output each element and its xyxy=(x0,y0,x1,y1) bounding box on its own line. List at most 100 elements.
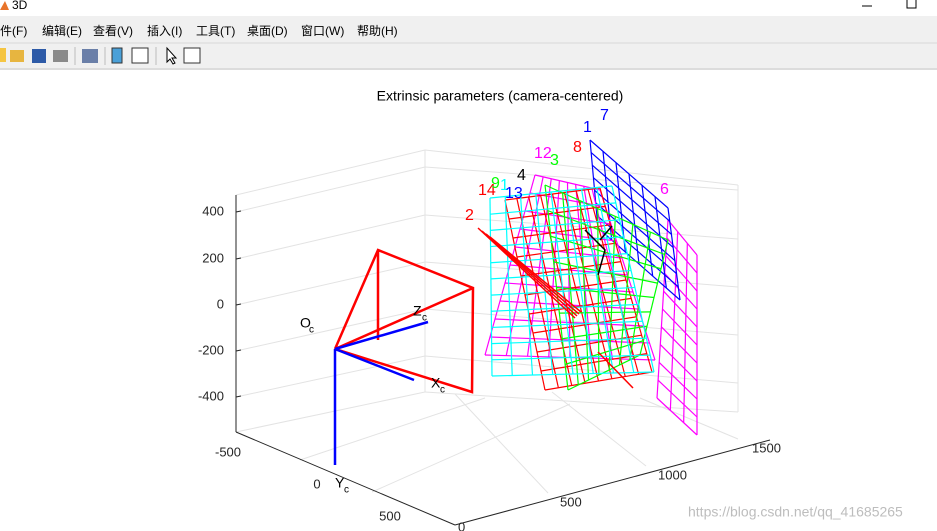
menu-item[interactable]: 查看(V) xyxy=(93,24,133,38)
calibration-grid-line xyxy=(565,190,594,374)
calibration-grid-line xyxy=(590,152,671,222)
title-bar xyxy=(0,0,937,16)
z-tick-label: 400 xyxy=(202,203,224,218)
calibration-grid-line xyxy=(491,286,635,296)
calibration-grid-line xyxy=(490,202,616,215)
calibration-grid-line xyxy=(491,337,647,345)
calibration-grid-line xyxy=(580,188,615,374)
calibration-grid-line xyxy=(532,316,637,334)
calibration-grid-line xyxy=(544,184,669,241)
box-line xyxy=(235,391,426,433)
legend-button[interactable] xyxy=(131,47,149,64)
box-line xyxy=(235,431,456,526)
calibration-grid-line xyxy=(654,196,667,289)
calibration-grid-edge xyxy=(489,236,582,313)
z-tick-label: 0 xyxy=(217,296,224,311)
app-icon xyxy=(0,1,9,10)
camera-label-subscript: c xyxy=(344,485,349,496)
calibration-grid-line xyxy=(567,354,641,391)
box-line xyxy=(371,403,571,493)
camera-label: O xyxy=(300,315,311,331)
box-line xyxy=(454,439,771,526)
save-button[interactable] xyxy=(32,49,46,63)
menu-item[interactable]: 文件(F) xyxy=(0,23,27,38)
y-tick-label: 0 xyxy=(458,519,465,531)
box-line xyxy=(235,166,426,213)
calibration-grid-line xyxy=(562,325,648,340)
box-line xyxy=(235,355,426,398)
menu-item[interactable]: 窗口(W) xyxy=(301,24,344,38)
calibration-grid-line xyxy=(611,185,655,373)
camera-axis xyxy=(334,347,415,382)
box-line xyxy=(424,166,739,191)
camera-label-subscript: c xyxy=(309,325,314,336)
watermark: https://blog.csdn.net/qq_41685265 xyxy=(688,504,903,520)
new-button[interactable] xyxy=(0,48,6,62)
calibration-grid-line xyxy=(489,185,613,199)
calibration-grid-line xyxy=(489,197,493,377)
calibration-grid-line xyxy=(589,139,669,209)
calibration-grid-line xyxy=(550,191,574,375)
calibration-grid-line xyxy=(596,187,635,373)
calibration-grid-line xyxy=(591,164,672,235)
box-line xyxy=(424,391,739,413)
box-line xyxy=(235,149,426,196)
box-line xyxy=(235,349,242,352)
calibration-grid-line xyxy=(667,219,698,256)
plane-label: 9 xyxy=(491,175,500,192)
box-line xyxy=(235,214,426,260)
calibration-grid-line xyxy=(520,261,621,277)
box-line xyxy=(299,397,486,461)
y-tick-label: 1500 xyxy=(752,440,781,455)
box-line xyxy=(454,393,549,494)
plane-label: 4 xyxy=(517,167,526,184)
menu-item[interactable]: 编辑(E) xyxy=(42,23,82,38)
box-line xyxy=(235,395,242,398)
colorbar-button[interactable] xyxy=(111,47,123,64)
calibration-grid-line xyxy=(494,318,645,327)
axes: 400 200 0 -200 -400 -500 0 500 0 500 1000 1500 Extri… xyxy=(198,88,781,531)
calibration-grid-line xyxy=(656,397,698,436)
box-line xyxy=(551,391,647,467)
calibration-grid-line xyxy=(491,320,643,329)
box-line xyxy=(424,261,739,288)
edit-plot-button[interactable] xyxy=(166,46,178,65)
box-line xyxy=(235,261,426,306)
link-button[interactable] xyxy=(82,49,98,63)
property-editor-button[interactable] xyxy=(183,47,201,64)
calibration-grid-line xyxy=(659,344,698,382)
menu-item[interactable]: 桌面(D) xyxy=(247,24,288,38)
camera-label-subscript: c xyxy=(422,313,427,324)
calibration-grid-line xyxy=(540,353,647,372)
calibration-grid-line xyxy=(663,290,698,328)
calibration-grid-line xyxy=(508,205,606,220)
calibration-grid-line xyxy=(514,246,623,259)
x-tick-label: 0 xyxy=(313,476,320,491)
calibration-grid-line xyxy=(564,340,644,365)
box-line xyxy=(235,308,426,352)
plane-label: 13 xyxy=(505,185,523,202)
menu-item[interactable]: 工具(T) xyxy=(196,24,235,38)
menu-item[interactable]: 帮助(H) xyxy=(357,24,398,38)
menu-item[interactable]: 插入(I) xyxy=(147,24,182,38)
plane-label: 6 xyxy=(660,181,669,198)
print-button[interactable] xyxy=(53,50,68,62)
plane-label: 12 xyxy=(534,145,552,162)
open-button[interactable] xyxy=(10,50,24,62)
plot-title: Extrinsic parameters (camera-centered) xyxy=(377,88,624,104)
calibration-grid-line xyxy=(519,194,534,376)
calibration-grid-edge xyxy=(597,351,634,389)
window-title: 3D xyxy=(12,0,28,12)
calibration-grid-line xyxy=(667,207,681,301)
plane-label: 3 xyxy=(550,152,559,169)
calibration-grid-line xyxy=(528,297,632,315)
calibration-grid-line xyxy=(490,269,632,280)
calibration-grid-line xyxy=(662,308,698,346)
calibration-grid-line xyxy=(660,326,698,364)
plane-label: 1 xyxy=(583,119,592,136)
z-tick-label: -400 xyxy=(198,388,224,403)
box-line xyxy=(424,149,739,186)
box-line xyxy=(235,257,242,260)
maximize-button[interactable] xyxy=(906,0,917,9)
calibration-grid-line xyxy=(657,379,698,418)
